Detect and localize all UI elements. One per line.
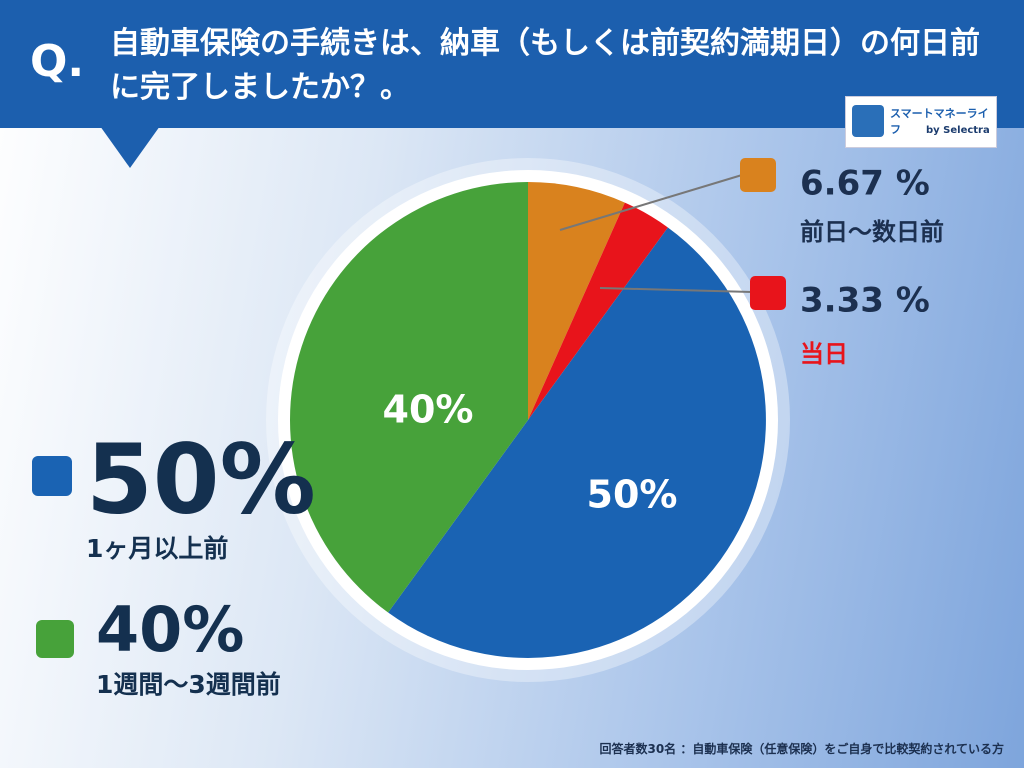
legend-swatch — [32, 456, 72, 496]
pie-slice — [388, 227, 766, 658]
legend-label: 当日 — [800, 340, 848, 368]
leader-line — [559, 174, 743, 231]
pie-slice — [528, 202, 668, 420]
slice-label: 40% — [383, 388, 474, 432]
value-label: 3.33 % — [800, 281, 930, 321]
legend-label: 1ヶ月以上前 — [86, 534, 228, 563]
footnote: 回答者数30名 ：自動車保険（任意保険）をご自身で比較契約されている方 — [599, 742, 1004, 756]
legend-swatch — [36, 620, 74, 658]
logo-name: スマートマネーライフ — [890, 107, 989, 136]
legend-label: 1週間〜3週間前 — [96, 670, 281, 699]
legend-swatch — [740, 158, 776, 192]
question-badge: Q. — [30, 36, 85, 87]
chart-title: 自動車保険の手続きは、納車（もしくは前契約満期日）の何日前に完了しましたか？。 — [110, 26, 980, 105]
pie-slice — [528, 182, 625, 420]
logo-icon — [852, 105, 884, 137]
value-label: 6.67 % — [800, 164, 930, 204]
header-pointer — [100, 126, 160, 168]
logo-by: by Selectra — [926, 125, 990, 136]
logo: スマートマネーライフ by Selectra — [845, 96, 997, 148]
legend-label: 前日〜数日前 — [800, 218, 944, 246]
slice-label: 50% — [587, 473, 678, 517]
value-label: 50% — [86, 423, 316, 535]
value-label: 40% — [96, 593, 244, 666]
leader-line — [599, 287, 753, 293]
pie-slice — [290, 182, 528, 613]
legend-swatch — [750, 276, 786, 310]
